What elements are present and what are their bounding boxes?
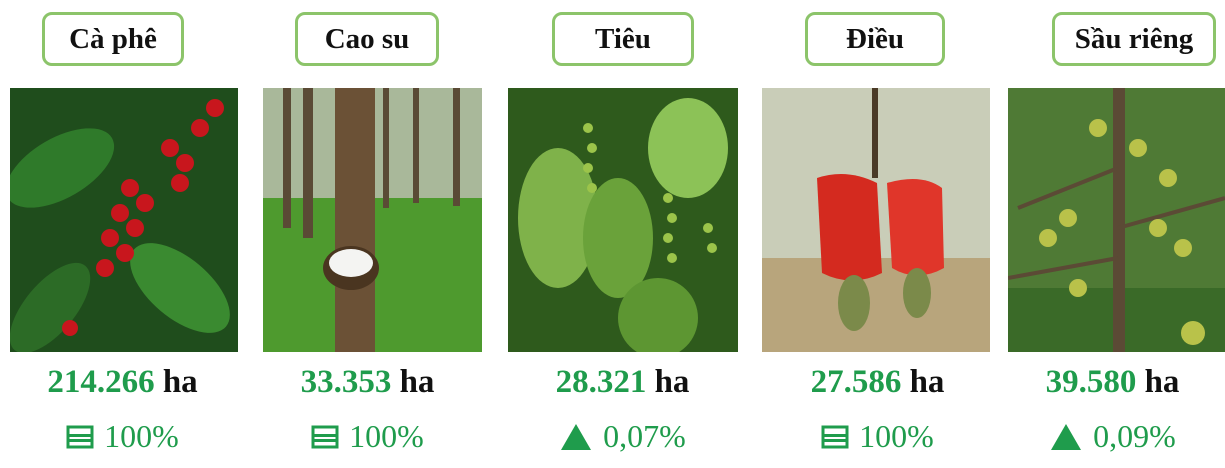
equal-icon [821, 425, 849, 449]
crop-card: Cà phê 214.266 ha 100% [0, 0, 245, 468]
area: 214.266 ha [0, 364, 245, 401]
crop-card: Cao su 33.353 ha 100% [245, 0, 490, 468]
change: 100% [0, 418, 245, 455]
crop-name: Điều [805, 12, 945, 66]
change-value: 100% [104, 418, 179, 455]
equal-icon [66, 425, 94, 449]
up-icon [1049, 422, 1083, 452]
change: 100% [245, 418, 490, 455]
area-value: 33.353 [301, 364, 392, 400]
area: 27.586 ha [755, 364, 1000, 401]
crop-card: Sầu riêng 39.580 ha 0,09% [1000, 0, 1225, 468]
change-value: 0,07% [603, 418, 686, 455]
change: 0,09% [1000, 418, 1225, 455]
change-value: 100% [349, 418, 424, 455]
change-value: 0,09% [1093, 418, 1176, 455]
crop-name: Tiêu [552, 12, 694, 66]
up-icon [559, 422, 593, 452]
crop-name: Cà phê [42, 12, 184, 66]
area: 39.580 ha [1000, 364, 1225, 401]
change: 0,07% [490, 418, 755, 455]
area-unit: ha [400, 364, 435, 400]
area-value: 39.580 [1046, 364, 1137, 400]
equal-icon [311, 425, 339, 449]
crop-card: Tiêu 28.321 ha 0,07% [490, 0, 755, 468]
change-value: 100% [859, 418, 934, 455]
crop-image [508, 88, 738, 352]
area-value: 214.266 [47, 364, 154, 400]
crop-image [263, 88, 482, 352]
area-value: 27.586 [811, 364, 902, 400]
crop-card: Điều 27.586 ha 100% [755, 0, 1000, 468]
area-unit: ha [163, 364, 198, 400]
area-unit: ha [655, 364, 690, 400]
page: {"items": [ {"name": "Cà phê", "area": "… [0, 0, 1225, 468]
crop-image [762, 88, 990, 352]
area: 33.353 ha [245, 364, 490, 401]
area-value: 28.321 [556, 364, 647, 400]
crop-image [1008, 88, 1225, 352]
area: 28.321 ha [490, 364, 755, 401]
crop-image [10, 88, 238, 352]
crop-name: Sầu riêng [1052, 12, 1216, 66]
crop-name: Cao su [295, 12, 439, 66]
area-unit: ha [910, 364, 945, 400]
area-unit: ha [1145, 364, 1180, 400]
change: 100% [755, 418, 1000, 455]
